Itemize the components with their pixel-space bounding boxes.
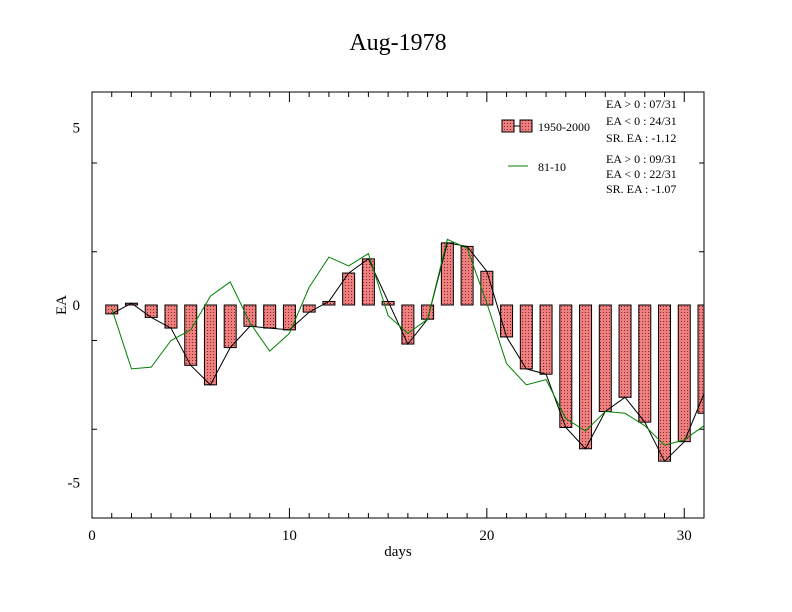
bar-day-18 bbox=[440, 242, 454, 306]
bar-day-26 bbox=[598, 304, 612, 412]
bar-day-3 bbox=[144, 304, 158, 318]
legend-stat-2-sr: SR. EA : -1.07 bbox=[606, 182, 676, 196]
bar-day-9 bbox=[263, 304, 277, 329]
bar-day-13 bbox=[342, 272, 356, 306]
legend-entry-81-10: 81-10 bbox=[538, 160, 566, 174]
bar-day-6 bbox=[203, 304, 217, 386]
bar-day-30 bbox=[677, 304, 691, 443]
x-axis-ticks: 0 10 20 30 bbox=[88, 92, 705, 544]
x-tick-label: 20 bbox=[479, 528, 494, 544]
y-axis-label: EA bbox=[54, 295, 70, 315]
x-tick-label: 30 bbox=[677, 528, 692, 544]
x-tick-label: 10 bbox=[282, 528, 297, 544]
bar-day-27 bbox=[618, 304, 632, 398]
legend-bar-swatch bbox=[501, 119, 515, 133]
bar-day-19 bbox=[460, 245, 474, 306]
legend-entry-1950-2000: 1950-2000 bbox=[538, 120, 590, 134]
bar-series bbox=[105, 242, 705, 462]
y-tick-label: -5 bbox=[68, 476, 81, 492]
bar-day-24 bbox=[559, 304, 573, 428]
bar-day-20 bbox=[480, 270, 494, 306]
bar-day-31 bbox=[697, 304, 705, 414]
y-tick-label: 5 bbox=[73, 121, 81, 137]
bar-day-5 bbox=[184, 304, 198, 366]
legend-stat-2-neg: EA < 0 : 22/31 bbox=[606, 167, 677, 181]
legend-stat-1-pos: EA > 0 : 07/31 bbox=[606, 97, 677, 111]
chart-title: Aug-1978 bbox=[349, 30, 446, 56]
bar-day-4 bbox=[164, 304, 178, 329]
line-1950-2000-line bbox=[111, 242, 705, 463]
bar-day-29 bbox=[658, 304, 672, 462]
bar-day-7 bbox=[223, 304, 237, 349]
x-axis-label: days bbox=[384, 544, 412, 560]
bar-day-23 bbox=[539, 304, 553, 375]
legend: 1950-2000 81-10 EA > 0 : 07/31 EA < 0 : … bbox=[501, 97, 677, 196]
line-series bbox=[111, 238, 705, 463]
legend-stat-1-neg: EA < 0 : 24/31 bbox=[606, 114, 677, 128]
legend-bar-swatch-right bbox=[519, 119, 533, 133]
line-81-10 bbox=[111, 238, 705, 446]
y-tick-label: 0 bbox=[73, 298, 81, 314]
bar-day-28 bbox=[638, 304, 652, 423]
bar-day-17 bbox=[421, 304, 435, 320]
x-tick-label: 0 bbox=[88, 528, 96, 544]
bar-day-22 bbox=[519, 304, 533, 370]
legend-stat-1-sr: SR. EA : -1.12 bbox=[606, 131, 676, 145]
bar-day-21 bbox=[500, 304, 514, 338]
bar-day-11 bbox=[302, 304, 316, 313]
legend-stat-2-pos: EA > 0 : 09/31 bbox=[606, 152, 677, 166]
